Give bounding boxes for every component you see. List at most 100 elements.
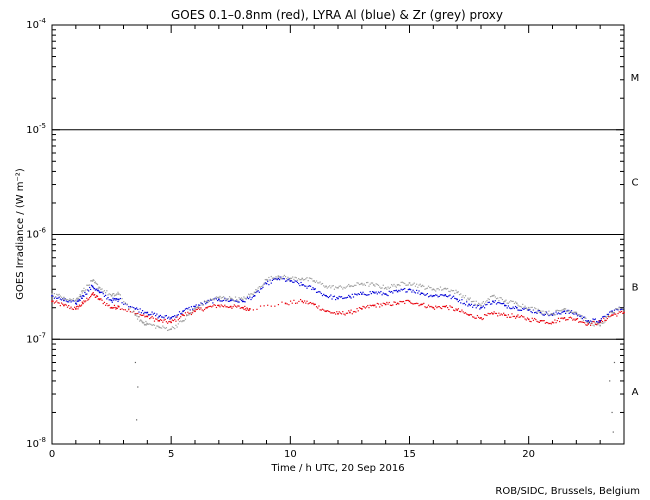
series-2-dot [200,302,202,304]
series-2-dot [220,297,222,299]
series-0-point-5 [98,298,101,301]
series-1-dot [609,311,611,313]
series-2-dot [284,276,287,278]
series-2-dot [136,315,138,317]
series-2-dot [180,320,182,322]
series-2-dot [166,329,169,332]
series-0-dot [294,302,297,304]
series-2-dot [590,323,592,325]
grey-dip-2 [136,419,138,421]
series-1-dot [237,301,239,303]
series-2-point-21 [277,275,280,277]
series-0-dot [196,308,198,310]
series-0-dot [510,316,512,318]
series-2-dot [292,276,294,278]
series-1-point-25 [337,297,339,300]
data-series [51,274,625,433]
series-2-point-45 [563,308,566,310]
series-1-dot [351,293,353,295]
series-1-dot [302,284,305,286]
series-1-dot [88,290,90,292]
series-1-dot [520,309,523,311]
series-1-point-43 [551,314,554,316]
series-1-dot [439,294,442,296]
series-0-dot [350,309,352,311]
series-1-dot [107,296,109,299]
series-2-dot [268,276,270,279]
series-2-dot [169,328,171,331]
series-2-point-38 [480,304,482,307]
grey-dip-5 [612,431,614,433]
series-1-dot [267,280,269,282]
series-2-point-20 [265,278,268,281]
series-1-dot [512,306,514,308]
series-2-dot [123,301,125,303]
series-1-dot [238,301,240,303]
series-1-dot [542,314,544,316]
series-2-dot [388,287,390,290]
series-0-dot [411,302,413,305]
series-0-dot [593,321,595,323]
series-0-dot [197,307,200,309]
series-2-dot [509,301,511,303]
series-2-dot [273,277,275,279]
series-1-dot [323,293,325,295]
series-0-dot [66,306,69,308]
series-2-dot [193,308,195,310]
series-2-dot [136,318,139,320]
series-1-dot [342,297,344,300]
series-0-point-17 [241,306,244,309]
series-1-dot [259,288,262,290]
series-1-dot [395,289,397,291]
series-0-dot [410,302,412,304]
x-tick-label-4: 20 [522,449,535,460]
series-2-dot [69,298,71,300]
series-2-point-31 [396,284,399,286]
series-0-dot [458,310,461,313]
series-1-dot [274,277,276,280]
series-2-dot [585,317,587,319]
series-2-dot [94,281,96,283]
series-1-dot [557,312,560,314]
series-0-dot [580,321,582,323]
series-1-dot [119,297,122,300]
series-1-dot [335,298,337,301]
series-1-dot [460,302,462,304]
series-1-point-26 [349,295,351,298]
series-0-dot [414,302,417,305]
series-0-dot [584,322,586,324]
series-1-dot [309,285,312,287]
series-2-dot [68,299,70,301]
series-2-dot [579,314,581,316]
series-0-dot [231,307,233,309]
series-0-dot [418,305,420,307]
series-1-dot [252,295,254,297]
series-0-dot [150,317,152,319]
series-1-dot [410,289,412,291]
series-0-dot [399,300,401,303]
series-1-point-5 [98,291,101,294]
series-0-point-3 [82,302,84,305]
series-2-dot [473,300,475,302]
flare-class-label-c: C [632,178,639,189]
series-1-dot [336,297,338,299]
series-2-dot [406,284,408,286]
series-2-dot [417,286,419,288]
series-0-dot [374,304,376,306]
series-0-dot [544,322,546,324]
series-1-dot [487,301,489,304]
series-2-dot [541,312,543,315]
series-2-dot [520,306,523,308]
series-2-dot [64,298,66,301]
series-1-dot [306,287,308,289]
series-1-dot [475,307,477,309]
series-1-dot [457,300,459,303]
series-2-dot [348,283,350,286]
series-0-dot [369,304,371,306]
series-2-dot [302,279,305,281]
series-1-dot [424,294,426,297]
series-1-dot [400,288,402,290]
series-2-dot [102,291,104,293]
series-1-dot [106,298,108,300]
series-2-point-33 [420,285,423,288]
